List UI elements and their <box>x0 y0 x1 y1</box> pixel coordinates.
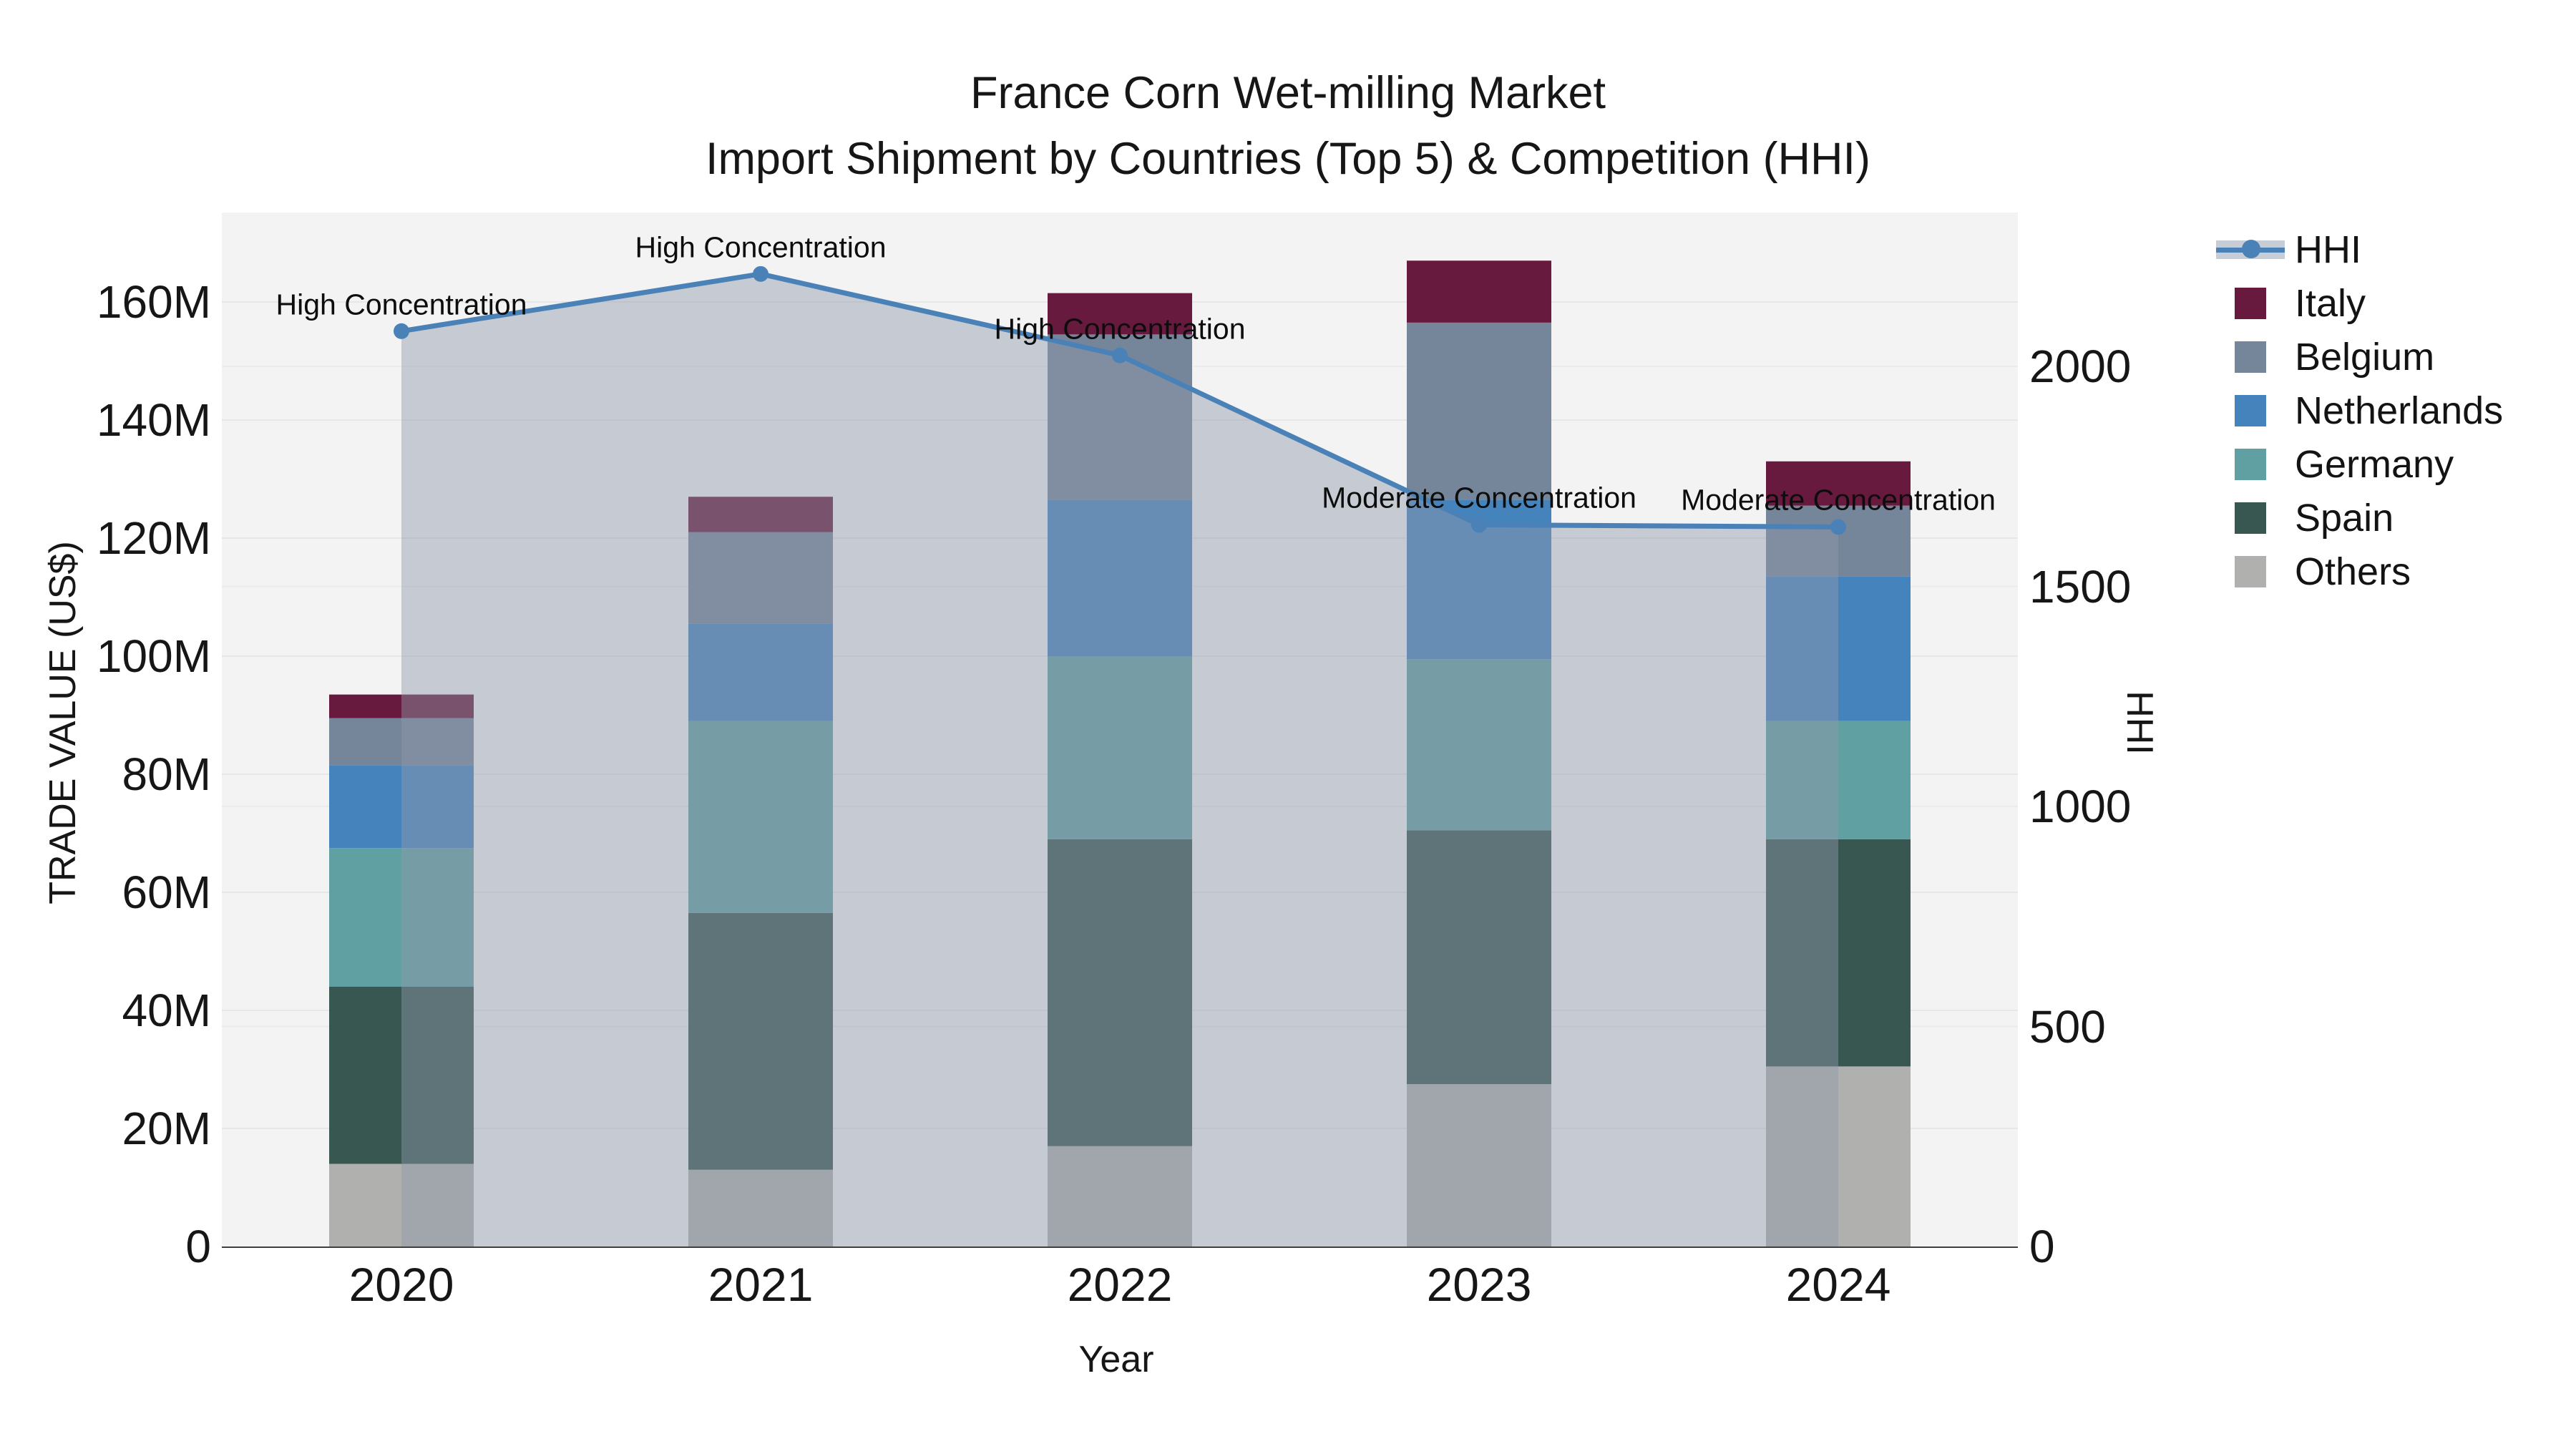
bar-segment-belgium-2024 <box>1766 505 1911 577</box>
y-left-tick-140M: 140M <box>96 394 211 446</box>
legend-item-italy[interactable]: Italy <box>2215 277 2366 330</box>
spain-color-swatch <box>2235 502 2266 534</box>
bar-segment-spain-2022 <box>1048 839 1192 1146</box>
bar-segment-netherlands-2021 <box>688 623 833 721</box>
legend-swatch-sample <box>2215 556 2286 587</box>
bar-segment-others-2022 <box>1048 1146 1192 1246</box>
hhi-marker-2022 <box>1112 347 1128 364</box>
y-right-tick-0: 0 <box>2029 1221 2055 1272</box>
y-left-tick-100M: 100M <box>96 630 211 682</box>
bar-segment-italy-2024 <box>1766 461 1911 506</box>
y-right-tick-1000: 1000 <box>2029 781 2132 832</box>
x-tick-2020: 2020 <box>348 1258 454 1311</box>
bar-segment-germany-2024 <box>1766 721 1911 839</box>
bar-segment-germany-2022 <box>1048 656 1192 839</box>
annotation-2022: High Concentration <box>994 312 1246 346</box>
legend-item-others[interactable]: Others <box>2215 545 2411 598</box>
hhi-area-fill <box>401 273 1838 1247</box>
legend-item-germany[interactable]: Germany <box>2215 438 2454 491</box>
legend-item-spain[interactable]: Spain <box>2215 492 2394 545</box>
bar-segment-spain-2024 <box>1766 839 1911 1067</box>
legend-item-belgium[interactable]: Belgium <box>2215 331 2434 384</box>
bar-segment-netherlands-2024 <box>1766 576 1911 721</box>
others-color-swatch <box>2235 556 2266 587</box>
bar-segment-others-2021 <box>688 1169 833 1246</box>
x-axis-title: Year <box>1078 1339 1154 1380</box>
bar-segment-germany-2023 <box>1407 659 1551 831</box>
plot-area <box>222 213 2018 1248</box>
chart-title-line2: Import Shipment by Countries (Top 5) & C… <box>705 134 1871 184</box>
x-tick-2022: 2022 <box>1067 1258 1173 1311</box>
legend-swatch-sample <box>2215 341 2286 373</box>
hhi-marker-2020 <box>394 323 409 339</box>
legend-line-sample <box>2215 240 2286 259</box>
y-left-tick-20M: 20M <box>122 1103 212 1154</box>
hhi-marker-2021 <box>753 265 769 282</box>
y-axis-left-title: TRADE VALUE (US$) <box>42 541 84 904</box>
y-left-tick-60M: 60M <box>122 867 212 918</box>
bar-segment-italy-2022 <box>1048 293 1192 335</box>
annotation-2024: Moderate Concentration <box>1681 483 1996 517</box>
chart-title: France Corn Wet-milling Market Import Sh… <box>0 60 2576 192</box>
x-tick-2024: 2024 <box>1785 1258 1891 1311</box>
legend-label-belgium: Belgium <box>2295 336 2435 379</box>
y-right-tick-1500: 1500 <box>2029 560 2132 613</box>
bar-segment-belgium-2021 <box>688 532 833 624</box>
bar-segment-belgium-2023 <box>1407 322 1551 500</box>
bar-segment-others-2023 <box>1407 1084 1551 1246</box>
annotation-2021: High Concentration <box>635 230 887 264</box>
legend-swatch-sample <box>2215 288 2286 319</box>
germany-color-swatch <box>2235 449 2266 480</box>
legend-swatch-sample <box>2215 395 2286 426</box>
bar-segment-italy-2020 <box>329 694 474 718</box>
annotation-2020: High Concentration <box>275 288 527 321</box>
hhi-marker-2023 <box>1471 517 1487 533</box>
chart-canvas <box>222 260 2018 1248</box>
y-left-tick-40M: 40M <box>122 985 212 1036</box>
x-tick-2021: 2021 <box>708 1258 814 1311</box>
bar-segment-italy-2023 <box>1407 260 1551 323</box>
annotation-2023: Moderate Concentration <box>1322 481 1636 514</box>
bar-segment-spain-2023 <box>1407 830 1551 1085</box>
bar-segment-belgium-2020 <box>329 718 474 766</box>
bar-segment-germany-2020 <box>329 848 474 987</box>
bar-segment-netherlands-2020 <box>329 765 474 849</box>
legend-label-hhi: HHI <box>2295 228 2361 271</box>
y-left-tick-160M: 160M <box>96 276 211 328</box>
x-tick-2023: 2023 <box>1426 1258 1532 1311</box>
y-left-tick-120M: 120M <box>96 512 211 564</box>
y-right-tick-2000: 2000 <box>2029 341 2132 392</box>
y-left-tick-80M: 80M <box>122 748 212 800</box>
legend-label-germany: Germany <box>2295 443 2454 486</box>
bar-segment-spain-2021 <box>688 912 833 1170</box>
y-left-tick-0: 0 <box>185 1221 211 1272</box>
chart-title-line1: France Corn Wet-milling Market <box>970 68 1606 118</box>
legend-swatch-sample <box>2215 449 2286 480</box>
hhi-marker-2024 <box>1830 519 1846 535</box>
netherlands-color-swatch <box>2235 395 2266 426</box>
legend-label-netherlands: Netherlands <box>2295 389 2504 432</box>
y-right-tick-500: 500 <box>2029 1000 2106 1053</box>
legend-item-netherlands[interactable]: Netherlands <box>2215 384 2503 437</box>
y-axis-right-title: HHI <box>2119 691 2160 755</box>
hhi-marker-icon <box>2242 240 2260 258</box>
legend-item-hhi[interactable]: HHI <box>2215 223 2361 276</box>
legend-label-others: Others <box>2295 550 2411 593</box>
bar-segment-germany-2021 <box>688 721 833 913</box>
legend-label-italy: Italy <box>2295 282 2366 325</box>
bar-segment-others-2024 <box>1766 1066 1911 1246</box>
bar-segment-others-2020 <box>329 1163 474 1246</box>
bar-segment-italy-2021 <box>688 497 833 532</box>
bar-segment-netherlands-2022 <box>1048 499 1192 656</box>
bar-segment-spain-2020 <box>329 987 474 1164</box>
legend-label-spain: Spain <box>2295 497 2394 540</box>
belgium-color-swatch <box>2235 341 2266 373</box>
legend-swatch-sample <box>2215 502 2286 534</box>
hhi-area-swatch <box>2216 240 2285 259</box>
italy-color-swatch <box>2235 288 2266 319</box>
